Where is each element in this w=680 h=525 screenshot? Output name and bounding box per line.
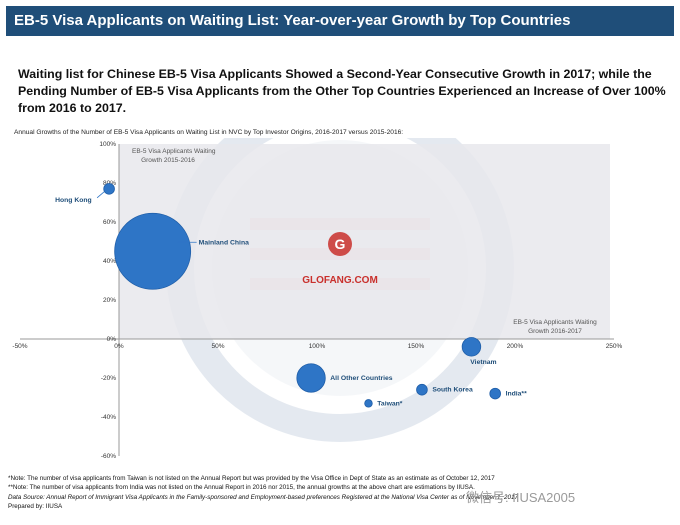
y-tick-label: -20% xyxy=(101,375,116,382)
y-tick-label: 100% xyxy=(99,141,116,148)
prepared-by: Prepared by: IIUSA xyxy=(8,503,63,511)
x-tick-label: 200% xyxy=(507,343,524,350)
x-tick-label: 150% xyxy=(408,343,425,350)
bubble xyxy=(364,399,373,408)
bubble-label: All Other Countries xyxy=(330,375,393,382)
bubble-chart: 100%80%60%40%20%0%-20%-40%-60%-50%0%50%1… xyxy=(12,138,623,460)
bubble xyxy=(461,337,482,357)
x-axis-label: Growth 2016-2017 xyxy=(528,328,582,335)
bubble xyxy=(489,387,501,400)
y-tick-label: 60% xyxy=(103,219,116,226)
bubble-label: Taiwan* xyxy=(377,400,403,407)
wechat-watermark: 微信号: IIUSA2005 xyxy=(466,490,576,505)
svg-text:G: G xyxy=(335,236,346,252)
x-tick-label: 100% xyxy=(309,343,326,350)
bubble xyxy=(114,212,192,290)
bubble-label: South Korea xyxy=(432,387,473,394)
y-axis-label: Growth 2015-2016 xyxy=(141,157,195,164)
bubble-label: India** xyxy=(506,391,528,398)
bubble-label: Vietnam xyxy=(470,359,496,366)
y-tick-label: -60% xyxy=(101,453,116,460)
x-axis-label: EB-5 Visa Applicants Waiting xyxy=(513,319,597,326)
x-tick-label: -50% xyxy=(12,343,27,350)
plot-quadrant-bg xyxy=(119,144,610,339)
footnote-india: **Note: The number of visa applicants fr… xyxy=(8,484,475,492)
y-tick-label: 20% xyxy=(103,297,116,304)
bubble-label: Mainland China xyxy=(199,239,249,246)
y-tick-label: 0% xyxy=(107,336,117,343)
bubble-label: Hong Kong xyxy=(55,197,92,204)
header-bar: EB-5 Visa Applicants on Waiting List: Ye… xyxy=(6,6,674,36)
glofang-logo: G GLOFANG.COM xyxy=(302,232,378,286)
chart-title: Annual Growths of the Number of EB-5 Vis… xyxy=(14,129,404,136)
x-tick-label: 50% xyxy=(211,343,224,350)
footnotes: *Note: The number of visa applicants fro… xyxy=(8,474,672,512)
label-leader-line xyxy=(96,191,105,199)
logo-text: GLOFANG.COM xyxy=(302,275,378,286)
y-axis-label: EB-5 Visa Applicants Waiting xyxy=(132,148,216,155)
y-tick-label: -40% xyxy=(101,414,116,421)
bubble xyxy=(103,183,115,195)
data-source: Data Source: Annual Report of Immigrant … xyxy=(8,493,518,501)
bubble xyxy=(296,363,326,393)
y-tick-label: 40% xyxy=(103,258,116,265)
x-tick-label: 0% xyxy=(114,343,124,350)
bubble xyxy=(416,383,428,396)
footnote-taiwan: *Note: The number of visa applicants fro… xyxy=(8,475,495,482)
headline: Waiting list for Chinese EB-5 Visa Appli… xyxy=(18,67,666,115)
x-tick-label: 250% xyxy=(606,343,623,350)
page-title: EB-5 Visa Applicants on Waiting List: Ye… xyxy=(14,12,571,29)
